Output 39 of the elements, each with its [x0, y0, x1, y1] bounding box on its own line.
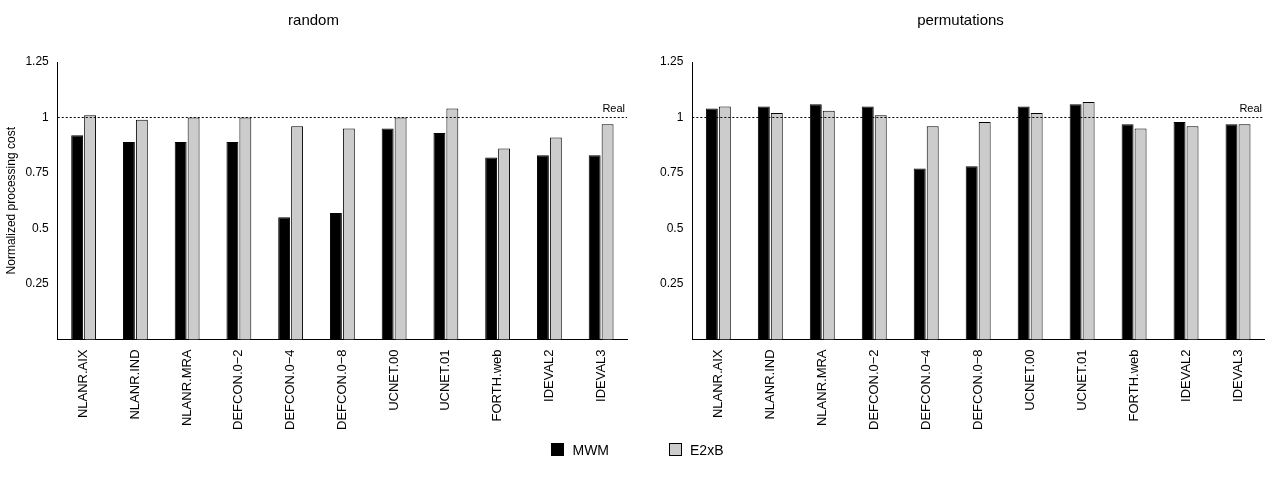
x-tick-label: NLANR.MRA: [813, 349, 829, 427]
y-tick-label: 1: [676, 109, 684, 124]
y-tick-label: 0.5: [32, 220, 50, 235]
x-tick-label: NLANR.AIX: [75, 349, 91, 419]
legend-label: MWM: [571, 442, 610, 458]
x-tick-label: IDEVAL3: [592, 349, 608, 402]
y-tick-label: 1.25: [660, 54, 684, 69]
x-tick-label: IDEVAL2: [1177, 349, 1193, 402]
y-tick-label: 0.25: [25, 276, 50, 291]
chart-title: random: [288, 11, 339, 29]
x-tick-label: NLANR.IND: [126, 349, 142, 420]
x-tick-label: IDEVAL3: [1229, 349, 1245, 402]
x-tick-label: UCNET.00: [1021, 349, 1037, 411]
y-axis-title: Normalized processing cost: [3, 126, 18, 275]
x-tick-label: FORTH.web: [489, 349, 505, 422]
x-tick-label: DEFCON.0−8: [333, 349, 349, 431]
x-tick-label: FORTH.web: [1125, 349, 1141, 422]
x-tick-label: DEFCON.0−2: [865, 349, 881, 431]
y-tick-label: 0.25: [660, 276, 684, 291]
x-tick-label: DEFCON.0−4: [917, 349, 933, 431]
x-tick-label: DEFCON.0−2: [230, 349, 246, 431]
y-tick-label: 1: [42, 109, 50, 124]
y-tick-label: 0.5: [666, 220, 684, 235]
legend-label: E2xB: [689, 442, 724, 458]
x-tick-label: NLANR.IND: [761, 349, 777, 420]
ref-line-label: Real: [1239, 102, 1262, 115]
x-tick-label: DEFCON.0−4: [282, 349, 298, 431]
x-tick-label: UCNET.00: [385, 349, 401, 411]
ref-line-label: Real: [602, 102, 625, 115]
x-tick-label: IDEVAL2: [540, 349, 556, 402]
x-tick-label: NLANR.MRA: [178, 349, 194, 427]
chart-title: permutations: [917, 11, 1004, 29]
y-tick-label: 0.75: [25, 165, 50, 180]
x-tick-label: UCNET.01: [1073, 349, 1089, 411]
x-tick-label: DEFCON.0−8: [969, 349, 985, 431]
y-tick-label: 0.75: [660, 165, 684, 180]
x-tick-label: NLANR.AIX: [709, 349, 725, 419]
x-tick-label: UCNET.01: [437, 349, 453, 411]
y-tick-label: 1.25: [25, 54, 50, 69]
